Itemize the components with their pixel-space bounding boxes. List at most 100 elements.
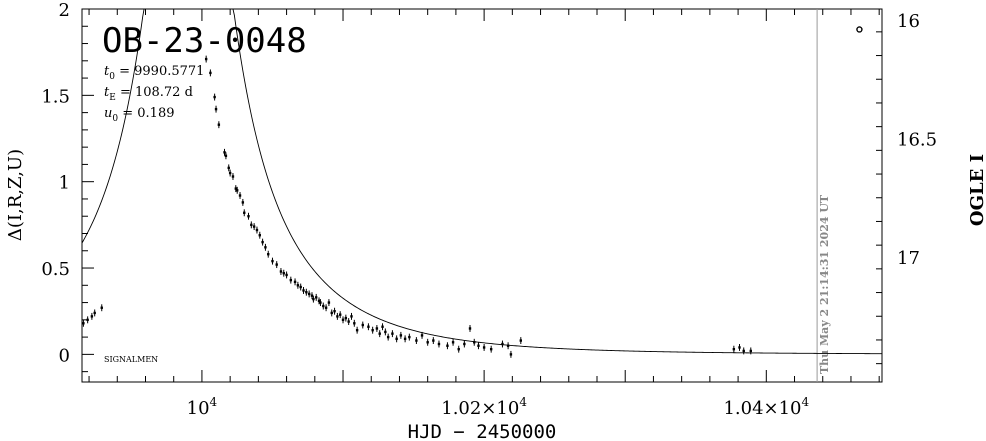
data-point: [279, 270, 283, 273]
data-point: [315, 296, 318, 299]
data-point: [293, 280, 297, 284]
model-curve: [81, 8, 882, 355]
data-point: [90, 315, 94, 318]
data-point: [732, 347, 736, 351]
data-point: [468, 327, 472, 330]
data-point: [355, 328, 359, 332]
data-point: [324, 306, 328, 309]
data-point: [353, 322, 356, 325]
data-point: [243, 211, 246, 214]
y2-axis-label: OGLE I: [967, 154, 986, 226]
data-point: [742, 349, 745, 353]
data-point: [403, 337, 407, 341]
data-point: [296, 284, 300, 287]
data-point: [214, 107, 218, 111]
param-line: t0 = 9990.5771: [104, 64, 204, 82]
data-point: [437, 342, 441, 346]
data-point: [86, 318, 89, 322]
data-point: [267, 253, 270, 256]
data-point: [344, 316, 348, 320]
signature-label: SIGNALMEN: [104, 355, 158, 364]
data-point: [247, 215, 250, 218]
data-point: [451, 341, 455, 344]
y2-tick-label: 17: [897, 248, 920, 269]
data-point: [381, 325, 384, 328]
data-point: [238, 194, 242, 197]
data-point: [506, 344, 510, 347]
data-point: [477, 344, 480, 347]
data-point: [367, 325, 370, 328]
timestamp-label: Thu May 2 21:14:31 2024 UT: [818, 194, 831, 374]
data-point: [391, 332, 394, 335]
data-point: [82, 322, 85, 325]
data-point: [310, 294, 314, 297]
data-point: [501, 342, 504, 346]
data-point: [463, 342, 466, 346]
data-point: [234, 187, 237, 190]
data-point: [482, 346, 486, 349]
data-point: [489, 347, 493, 351]
data-point: [261, 240, 264, 244]
data-point: [289, 278, 293, 282]
data-point: [378, 332, 381, 335]
y-tick-label: 1: [59, 173, 70, 194]
data-point: [446, 344, 449, 347]
data-point: [223, 151, 226, 154]
data-point: [399, 334, 403, 337]
data-point: [299, 285, 302, 289]
x-axis-label: HJD − 2450000: [408, 421, 557, 441]
data-point: [255, 228, 259, 232]
y-tick-label: 0.5: [41, 259, 70, 280]
y-axis-label: Δ(I,R,Z,U): [5, 149, 26, 241]
data-point: [420, 334, 424, 337]
data-point: [312, 297, 315, 301]
data-point: [473, 341, 476, 344]
data-point: [227, 166, 230, 170]
data-point: [285, 273, 288, 277]
data-point: [395, 337, 398, 341]
param-line: u0 = 0.189: [104, 106, 174, 124]
model-parameters: t0 = 9990.5771 tE = 108.72 d u0 = 0.189: [104, 64, 204, 124]
data-point: [375, 327, 379, 330]
data-point: [333, 309, 336, 313]
y2-tick-label: 16.5: [897, 130, 937, 151]
data-point: [275, 263, 278, 266]
data-point: [307, 292, 311, 296]
data-point: [347, 320, 350, 323]
data-point: [749, 349, 752, 353]
y-tick-label: 2: [59, 0, 70, 21]
data-point: [264, 246, 267, 249]
y2-tick-label: 16: [897, 11, 920, 32]
data-point: [305, 291, 308, 294]
data-point: [384, 330, 387, 334]
data-point: [432, 339, 435, 342]
data-point: [330, 311, 333, 315]
data-point: [319, 301, 322, 304]
x-tick-label: 1.02×104: [441, 395, 527, 419]
data-point: [231, 175, 235, 178]
data-point: [408, 335, 411, 339]
data-point: [236, 189, 239, 192]
x-tick-label: 1.04×104: [723, 395, 809, 419]
data-point: [327, 301, 331, 304]
data-point: [209, 71, 212, 75]
data-points: [82, 55, 752, 358]
data-point: [339, 313, 342, 316]
data-point: [415, 339, 418, 342]
y-tick-label: 1.5: [41, 86, 70, 107]
param-line: tE = 108.72 d: [104, 85, 193, 103]
tick-marks: [82, 8, 882, 382]
plot-frame: [81, 8, 883, 383]
data-point: [250, 223, 253, 227]
data-point: [322, 304, 325, 308]
data-point: [217, 123, 221, 126]
data-point: [93, 311, 96, 315]
data-point: [426, 341, 429, 344]
data-point: [204, 57, 208, 61]
data-point: [100, 306, 103, 309]
data-point: [213, 95, 216, 99]
data-point: [302, 289, 305, 292]
data-point: [386, 335, 390, 339]
data-point: [350, 315, 353, 318]
